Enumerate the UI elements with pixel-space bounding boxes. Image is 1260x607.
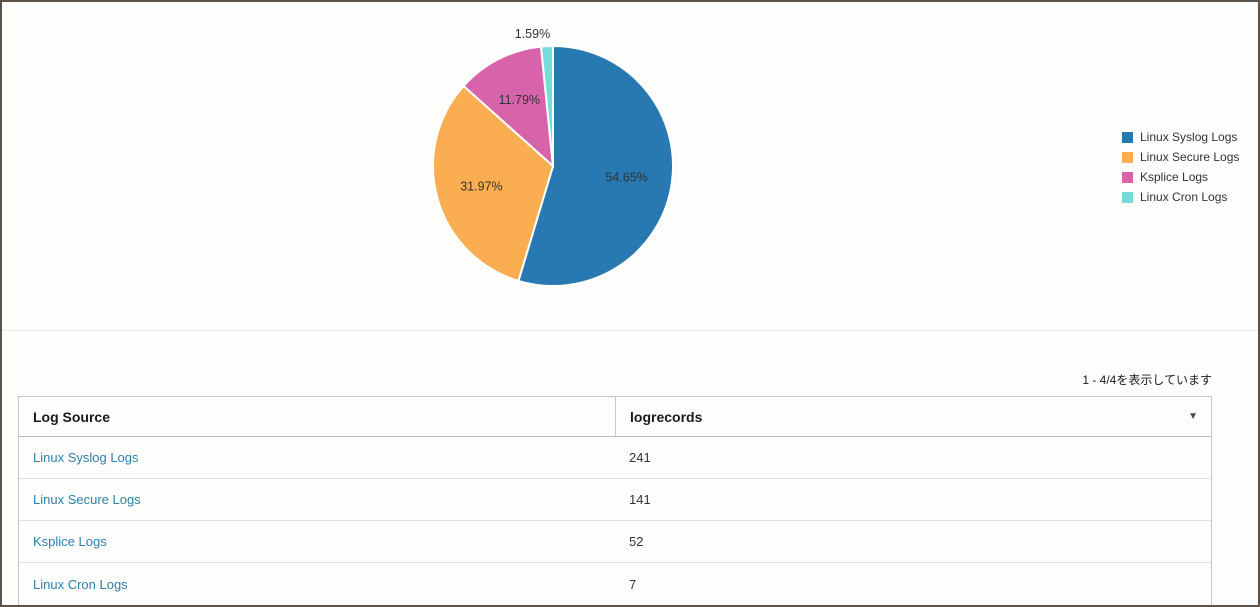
pie-slice[interactable] <box>539 44 554 167</box>
pagination-status: 1 - 4/4を表示しています <box>1082 373 1212 387</box>
pie-slice-label: 31.97% <box>460 180 502 194</box>
legend-item-ksplice-logs[interactable]: Ksplice Logs <box>1122 167 1239 187</box>
legend-label: Linux Cron Logs <box>1140 190 1228 204</box>
pie-slice[interactable] <box>517 44 675 287</box>
pie-slice-label: 54.65% <box>605 170 647 184</box>
table-row: Linux Syslog Logs 241 <box>19 437 1211 479</box>
pie-slice-label: 11.79% <box>499 93 540 107</box>
log-source-cell: Linux Cron Logs <box>19 563 615 605</box>
legend-label: Linux Secure Logs <box>1140 150 1240 164</box>
pie-slice[interactable] <box>462 45 555 169</box>
column-header-label: logrecords <box>630 408 703 425</box>
logrecords-cell: 141 <box>629 492 651 507</box>
legend-label: Linux Syslog Logs <box>1140 130 1238 144</box>
legend-swatch-icon <box>1122 171 1133 183</box>
pie-chart-panel: 54.65% 31.97% 11.79% 1.59% Linux Syslog Log… <box>2 2 1258 331</box>
logrecords-cell: 241 <box>629 450 651 465</box>
log-source-link[interactable]: Linux Cron Logs <box>33 576 128 592</box>
table-header-row: Log Source logrecords ▼ <box>19 397 1211 437</box>
table-row: Ksplice Logs 52 <box>19 521 1211 563</box>
log-source-table: Log Source logrecords ▼ Linux Syslog Log… <box>18 396 1212 605</box>
legend-swatch-icon <box>1122 131 1133 143</box>
pie-slice[interactable] <box>432 84 555 283</box>
legend-item-linux-cron-logs[interactable]: Linux Cron Logs <box>1122 187 1239 207</box>
log-source-cell: Ksplice Logs <box>19 521 615 562</box>
legend-swatch-icon <box>1122 191 1133 203</box>
column-header-label: Log Source <box>33 408 111 425</box>
pie-slice-label: 1.59% <box>515 27 550 41</box>
table-row: Linux Secure Logs 141 <box>19 479 1211 521</box>
logrecords-cell: 52 <box>629 534 644 549</box>
legend-item-linux-syslog-logs[interactable]: Linux Syslog Logs <box>1122 127 1239 147</box>
legend-item-linux-secure-logs[interactable]: Linux Secure Logs <box>1122 147 1239 167</box>
log-source-link[interactable]: Linux Secure Logs <box>33 492 141 507</box>
log-source-cell: Linux Secure Logs <box>19 479 615 520</box>
log-source-cell: Linux Syslog Logs <box>19 437 615 478</box>
sort-dropdown-icon[interactable]: ▼ <box>1188 411 1198 422</box>
table-row: Linux Cron Logs 7 <box>19 563 1211 605</box>
column-header-logrecords[interactable]: logrecords ▼ <box>615 397 1211 436</box>
log-source-link[interactable]: Ksplice Logs <box>33 534 107 549</box>
column-header-log-source[interactable]: Log Source <box>19 397 615 436</box>
logrecords-cell: 7 <box>629 576 637 592</box>
legend-swatch-icon <box>1122 151 1133 163</box>
pie-chart: 54.65% 31.97% 11.79% 1.59% <box>432 27 675 287</box>
log-source-link[interactable]: Linux Syslog Logs <box>33 450 139 465</box>
chart-legend: Linux Syslog Logs Linux Secure Logs Kspl… <box>1122 127 1239 207</box>
legend-label: Ksplice Logs <box>1140 170 1209 184</box>
